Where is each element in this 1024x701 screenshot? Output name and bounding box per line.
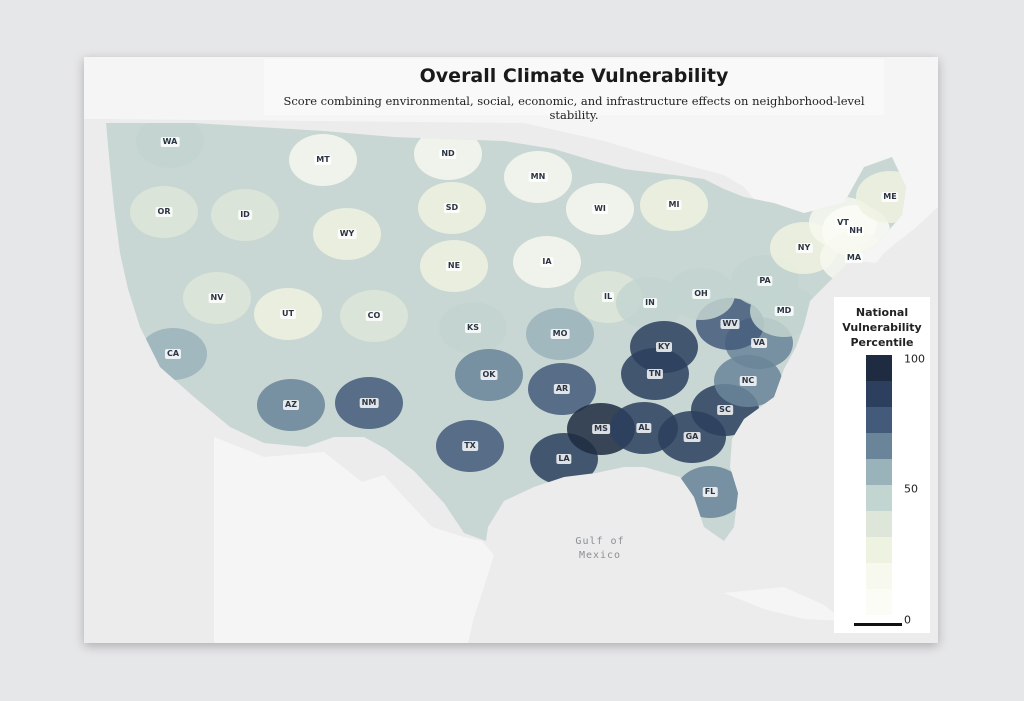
legend-swatch — [866, 589, 892, 615]
state-label-la: LA — [556, 454, 572, 464]
state-label-nm: NM — [359, 398, 379, 408]
state-label-sc: SC — [717, 405, 733, 415]
state-label-tn: TN — [646, 369, 664, 379]
state-label-wv: WV — [720, 319, 740, 329]
legend-swatch — [866, 407, 892, 433]
state-label-az: AZ — [283, 400, 299, 410]
state-label-ma: MA — [844, 253, 864, 263]
state-label-wa: WA — [160, 137, 180, 147]
state-label-il: IL — [601, 292, 615, 302]
gulf-label-line1: Gulf of — [575, 536, 625, 547]
title-panel: Overall Climate Vulnerability Score comb… — [264, 59, 884, 122]
legend-title: National Vulnerability Percentile — [834, 305, 930, 350]
state-label-nv: NV — [208, 293, 226, 303]
state-label-ia: IA — [540, 257, 554, 267]
state-label-mn: MN — [528, 172, 548, 182]
legend-title-line1: National — [855, 306, 909, 319]
legend-title-line3: Percentile — [850, 336, 914, 349]
state-label-fl: FL — [702, 487, 718, 497]
state-label-in: IN — [643, 298, 657, 308]
legend-swatch — [866, 355, 892, 381]
legend-swatch — [866, 537, 892, 563]
legend-swatch — [866, 433, 892, 459]
map-title: Overall Climate Vulnerability — [419, 65, 729, 87]
state-label-sd: SD — [443, 203, 461, 213]
state-label-ky: KY — [656, 342, 672, 352]
state-label-nh: NH — [847, 226, 865, 236]
state-label-al: AL — [636, 423, 652, 433]
legend: National Vulnerability Percentile 100 50… — [834, 297, 930, 633]
legend-tick-max: 100 — [904, 352, 925, 366]
state-label-nd: ND — [439, 149, 457, 159]
state-label-nc: NC — [739, 376, 757, 386]
legend-swatch — [866, 485, 892, 511]
state-label-ks: KS — [465, 323, 481, 333]
legend-title-line2: Vulnerability — [842, 321, 922, 334]
legend-swatch — [866, 511, 892, 537]
state-label-vt: VT — [835, 218, 851, 228]
legend-scale-line — [854, 623, 902, 626]
state-label-wy: WY — [337, 229, 357, 239]
state-label-me: ME — [881, 192, 899, 202]
legend-swatch — [866, 563, 892, 589]
state-label-ar: AR — [553, 384, 571, 394]
state-label-mt: MT — [314, 155, 332, 165]
cuba-land — [724, 587, 844, 621]
state-label-ny: NY — [795, 243, 813, 253]
state-label-ga: GA — [683, 432, 701, 442]
state-label-ms: MS — [592, 424, 610, 434]
state-label-pa: PA — [757, 276, 773, 286]
state-label-co: CO — [365, 311, 383, 321]
state-label-ut: UT — [280, 309, 296, 319]
legend-color-ramp — [866, 355, 892, 615]
legend-swatch — [866, 459, 892, 485]
state-label-mi: MI — [666, 200, 682, 210]
legend-tick-mid: 50 — [904, 482, 918, 496]
gulf-label-line2: Mexico — [578, 550, 622, 561]
state-label-tx: TX — [462, 441, 478, 451]
state-label-or: OR — [155, 207, 173, 217]
state-label-mo: MO — [550, 329, 570, 339]
legend-tick-min: 0 — [904, 613, 911, 627]
state-label-oh: OH — [692, 289, 710, 299]
state-label-wi: WI — [592, 204, 608, 214]
baja-land — [224, 449, 294, 643]
state-label-md: MD — [774, 306, 794, 316]
gulf-of-mexico-label: Gulf of Mexico — [560, 535, 640, 563]
map-figure: Overall Climate Vulnerability Score comb… — [84, 57, 938, 643]
legend-swatch — [866, 381, 892, 407]
map-subtitle: Score combining environmental, social, e… — [283, 94, 865, 122]
state-label-ca: CA — [164, 349, 182, 359]
state-label-va: VA — [751, 338, 767, 348]
map-canvas — [84, 57, 938, 643]
state-label-id: ID — [238, 210, 252, 220]
state-label-ne: NE — [445, 261, 463, 271]
state-label-ok: OK — [480, 370, 498, 380]
